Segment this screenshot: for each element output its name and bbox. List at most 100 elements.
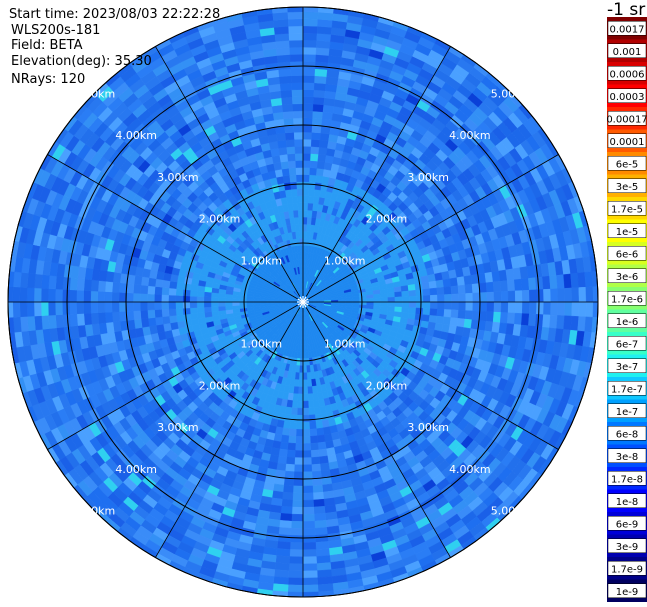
data-cell — [450, 309, 459, 319]
data-cell — [289, 549, 304, 558]
data-cell — [292, 485, 304, 494]
data-cell — [478, 282, 488, 293]
data-cell — [458, 293, 467, 303]
data-cell — [408, 301, 417, 309]
data-cell — [463, 275, 473, 286]
data-cell — [435, 315, 445, 325]
data-cell — [276, 548, 291, 557]
data-cell — [111, 311, 121, 323]
data-cell — [302, 61, 316, 69]
data-cell — [302, 450, 312, 458]
data-cell — [291, 506, 304, 515]
data-cell — [211, 310, 220, 317]
data-cell — [273, 576, 289, 586]
data-cell — [302, 223, 308, 232]
data-cell — [578, 286, 587, 303]
data-cell — [584, 271, 594, 288]
data-cell — [415, 301, 424, 309]
data-cell — [161, 286, 170, 296]
data-cell — [578, 301, 587, 318]
data-cell — [83, 301, 92, 314]
data-cell — [359, 295, 367, 300]
data-cell — [19, 286, 28, 303]
data-cell — [313, 82, 327, 91]
data-cell — [283, 477, 294, 487]
data-cell — [276, 132, 287, 142]
data-cell — [401, 306, 410, 314]
data-cell — [279, 153, 289, 163]
data-cell — [315, 54, 330, 63]
data-cell — [290, 528, 304, 536]
data-cell — [437, 301, 445, 310]
data-cell — [308, 414, 316, 423]
data-cell — [290, 520, 304, 529]
data-cell — [312, 484, 324, 494]
data-cell — [12, 286, 21, 303]
data-cell — [292, 393, 299, 402]
data-cell — [310, 456, 321, 465]
data-cell — [287, 435, 297, 444]
data-cell — [296, 174, 304, 183]
data-cell — [302, 365, 307, 374]
data-cell — [564, 301, 573, 317]
data-cell — [299, 230, 304, 239]
data-cell — [306, 379, 313, 388]
data-cell — [168, 308, 177, 317]
data-cell — [352, 298, 360, 303]
data-cell — [289, 39, 304, 48]
data-cell — [182, 295, 191, 303]
data-cell — [592, 301, 598, 318]
data-cell — [319, 132, 330, 142]
data-cell — [292, 96, 304, 105]
data-cell — [97, 280, 107, 292]
data-cell — [133, 275, 143, 286]
data-cell — [231, 301, 240, 306]
data-cell — [55, 275, 64, 290]
data-cell — [316, 427, 325, 437]
data-cell — [282, 110, 294, 120]
data-cell — [287, 160, 297, 169]
data-cell — [175, 295, 184, 303]
data-cell — [288, 570, 304, 579]
data-cell — [444, 294, 452, 303]
data-cell — [203, 306, 212, 313]
data-cell — [408, 295, 417, 303]
data-cell — [295, 436, 304, 444]
data-cell — [154, 316, 164, 326]
data-cell — [499, 280, 509, 292]
data-cell — [40, 288, 49, 303]
data-cell — [373, 293, 381, 299]
data-cell — [271, 590, 289, 597]
data-cell — [286, 449, 296, 458]
data-cell — [380, 297, 389, 303]
data-cell — [210, 306, 219, 312]
data-cell — [287, 203, 294, 212]
data-cell — [302, 174, 310, 183]
data-cell — [302, 75, 316, 84]
data-cell — [293, 117, 304, 126]
data-cell — [289, 174, 297, 183]
data-cell — [429, 308, 438, 317]
data-cell — [394, 296, 403, 303]
data-cell — [284, 470, 295, 479]
data-cell — [118, 282, 128, 293]
data-cell — [55, 314, 64, 329]
data-cell — [19, 301, 28, 318]
data-cell — [190, 312, 199, 320]
data-cell — [529, 301, 537, 315]
data-cell — [443, 286, 452, 295]
data-cell — [298, 223, 304, 232]
data-cell — [309, 435, 319, 444]
data-cell — [506, 312, 516, 325]
data-cell — [299, 365, 304, 374]
data-cell — [443, 309, 452, 318]
data-cell — [292, 202, 299, 211]
data-cell — [557, 301, 566, 316]
data-cell — [485, 281, 495, 293]
data-cell — [132, 292, 141, 303]
data-cell — [281, 427, 290, 437]
data-cell — [556, 274, 565, 289]
data-cell — [437, 294, 445, 303]
data-cell — [302, 18, 319, 27]
data-cell — [315, 420, 324, 429]
